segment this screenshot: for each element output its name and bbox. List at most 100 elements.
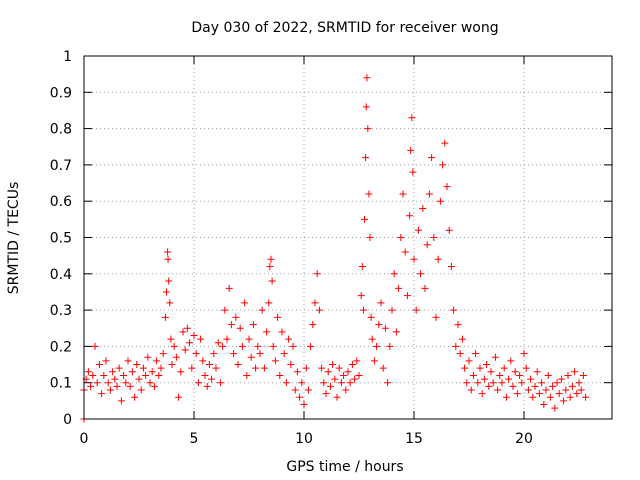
data-point [164,255,172,263]
y-tick-label: 0.4 [50,267,72,283]
data-point [421,284,429,292]
y-tick-label: 0.1 [50,376,72,392]
data-point [368,335,376,343]
x-tick-label: 20 [515,431,533,447]
data-point [496,371,504,379]
data-point [133,361,141,369]
data-point [179,328,187,336]
data-point [428,154,436,162]
data-point [212,364,220,372]
data-point [315,306,323,314]
data-point [373,342,381,350]
data-point [487,368,495,376]
data-point [186,339,194,347]
data-point [243,371,251,379]
data-point [458,335,466,343]
data-point [289,342,297,350]
data-point [232,313,240,321]
data-point [357,292,365,300]
data-point [324,368,332,376]
y-tick-label: 0.6 [50,194,72,210]
data-point [386,342,394,350]
data-point [544,371,552,379]
data-point [522,364,530,372]
data-point [300,400,308,408]
data-point [353,357,361,365]
data-point [199,357,207,365]
data-point [333,393,341,401]
data-point [505,375,513,383]
data-point [313,270,321,278]
data-point [201,371,209,379]
data-point [91,342,99,350]
data-point [120,371,128,379]
data-point [375,321,383,329]
data-point [309,321,317,329]
data-point [183,324,191,332]
data-point [163,288,170,296]
data-point [89,371,97,379]
data-point [159,350,167,358]
data-point [267,255,275,263]
data-point [491,353,499,361]
data-point [177,368,185,376]
data-point [478,390,486,398]
data-point [579,371,587,379]
data-point [401,248,409,256]
data-point [340,371,348,379]
data-point [144,353,152,361]
data-point [533,368,541,376]
data-point [157,364,165,372]
data-point [135,375,143,383]
data-point [331,375,339,383]
data-point [296,393,304,401]
x-tick-label: 10 [295,431,313,447]
data-point [573,390,581,398]
data-point [513,390,521,398]
data-point [476,364,484,372]
data-point [365,190,373,198]
data-point [285,335,293,343]
y-tick-label: 1 [63,49,72,65]
data-point [463,379,471,387]
data-point [254,342,262,350]
data-point [161,313,169,321]
data-point [148,368,156,376]
data-point [362,154,370,162]
data-point [188,364,196,372]
data-point [320,379,328,387]
data-point [549,382,557,390]
data-point [582,393,590,401]
data-point [439,161,447,169]
data-point [406,212,414,220]
data-point [568,382,576,390]
data-point [443,183,451,191]
data-point [276,371,284,379]
data-point [322,390,330,398]
data-point [329,361,337,369]
data-point [95,361,103,369]
data-point [117,397,125,405]
data-point [531,382,539,390]
data-point [423,241,431,249]
data-point [379,364,387,372]
y-tick-label: 0.7 [50,158,72,174]
data-point [282,379,290,387]
data-point [271,357,279,365]
data-point [485,382,493,390]
data-point [441,139,449,147]
data-point [527,375,535,383]
data-point [447,263,455,271]
data-point [344,368,352,376]
data-point [409,168,417,176]
data-point [399,190,407,198]
data-point [190,332,198,340]
data-point [509,382,517,390]
data-point [520,350,528,358]
data-point [249,321,257,329]
data-point [165,277,173,285]
data-point [535,390,543,398]
data-point [498,379,506,387]
data-point [236,324,244,332]
data-point [111,375,119,383]
